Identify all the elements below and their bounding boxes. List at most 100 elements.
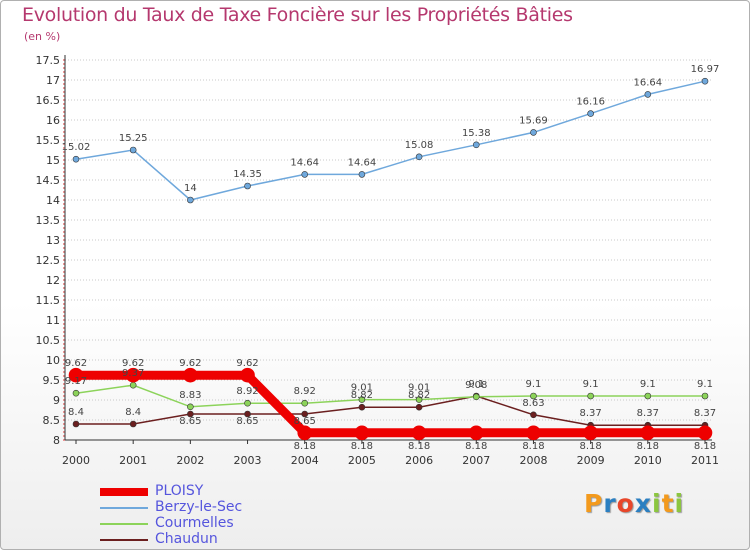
y-tick-label: 15 (46, 154, 60, 167)
y-tick-label: 11 (46, 314, 60, 327)
data-point (358, 403, 366, 411)
data-point (301, 410, 309, 418)
data-label: 9.37 (122, 368, 144, 379)
data-label: 15.25 (119, 133, 148, 144)
series-line-courmelles (75, 384, 705, 408)
data-label: 9.62 (65, 358, 87, 369)
data-point (68, 367, 84, 383)
data-point (640, 425, 656, 441)
data-point (354, 425, 370, 441)
gridlines (65, 59, 712, 441)
data-label: 9.1 (526, 379, 542, 390)
legend-label: Chaudun (155, 531, 218, 547)
data-label: 8.82 (351, 390, 373, 401)
data-point (244, 399, 251, 407)
data-label: 16.16 (576, 97, 605, 108)
data-label: 15.08 (405, 140, 434, 151)
data-label: 9.1 (468, 379, 484, 390)
y-tick-label: 17 (46, 74, 60, 87)
data-label: 9.01 (351, 383, 373, 394)
data-point (358, 171, 366, 178)
data-label: 9.17 (65, 376, 87, 387)
y-tick-label: 16 (46, 114, 60, 127)
data-label: 8.83 (179, 390, 201, 401)
series-line-berzy-le-sec (75, 80, 706, 201)
data-label: 8.18 (580, 441, 602, 452)
data-point (411, 425, 427, 441)
data-point (472, 393, 480, 401)
data-label: 9.08 (465, 380, 487, 391)
y-tick-label: 10.5 (36, 334, 61, 347)
x-tick-label: 2001 (119, 454, 147, 467)
data-point (644, 392, 652, 400)
data-point (701, 77, 709, 85)
data-label: 8.18 (694, 441, 716, 452)
data-label: 8.37 (580, 408, 602, 419)
data-point (644, 91, 652, 98)
data-point (583, 425, 598, 441)
logo-letter: i (652, 489, 662, 518)
y-tick-label: 10 (46, 354, 60, 367)
data-label: 8.18 (294, 441, 316, 452)
x-tick-label: 2002 (176, 454, 204, 467)
legend-label: Courmelles (155, 515, 234, 531)
data-point (72, 389, 80, 397)
data-point (187, 196, 194, 204)
data-label: 9.01 (408, 383, 430, 394)
x-tick-label: 2011 (691, 454, 719, 467)
data-point (526, 425, 541, 441)
data-label: 15.02 (62, 142, 91, 153)
data-label: 16.64 (633, 77, 662, 88)
data-point (587, 392, 594, 400)
logo-letter: o (616, 489, 635, 518)
y-tick-label: 8.5 (43, 414, 61, 427)
legend-label: PLOISY (155, 483, 204, 499)
data-label: 14.64 (348, 157, 377, 168)
line-chart: 8 8.5 9 9.5 10 10.5 11 11.5 12 12.5 13 13.5 14 14.5 15… (36, 54, 720, 467)
data-point (244, 410, 251, 418)
chart-title: Evolution du Taux de Taxe Foncière sur l… (22, 4, 573, 26)
x-tick-label: 2005 (348, 454, 376, 467)
data-label: 14.64 (290, 157, 319, 168)
data-point (301, 399, 309, 407)
legend-swatch (100, 507, 148, 509)
data-point (72, 420, 80, 428)
data-label: 8.4 (68, 407, 84, 418)
series-lines (68, 77, 713, 441)
data-point (297, 425, 313, 441)
y-tick-label: 9 (53, 394, 60, 407)
data-label: 8.18 (522, 441, 544, 452)
data-label: 8.65 (294, 416, 316, 427)
logo-letter: i (674, 489, 685, 518)
data-point (468, 425, 484, 441)
data-point (72, 155, 80, 163)
data-point (472, 141, 480, 149)
legend-swatch (100, 539, 148, 541)
data-point (530, 392, 537, 400)
axes: 8 8.5 9 9.5 10 10.5 11 11.5 12 12.5 13 13.5 14 14.5 15… (36, 54, 720, 467)
y-tick-label: 13 (46, 234, 60, 247)
legend-label: Berzy-le-Sec (155, 499, 243, 515)
y-tick-label: 14 (46, 194, 60, 207)
unit-label: (en %) (24, 30, 61, 43)
data-point (129, 381, 137, 389)
data-label: 15.38 (462, 128, 491, 139)
data-label: 8.65 (179, 416, 201, 427)
data-label: 8.37 (694, 408, 716, 419)
x-tick-label: 2000 (62, 454, 90, 467)
x-tick-label: 2004 (291, 454, 319, 467)
data-point (129, 420, 137, 428)
data-point (530, 129, 537, 136)
data-point (415, 396, 423, 403)
data-label: 8.18 (637, 441, 659, 452)
data-label: 9.62 (179, 358, 201, 369)
data-label: 8.4 (125, 407, 141, 418)
data-point (240, 367, 255, 383)
data-label: 8.18 (408, 441, 430, 452)
series-line-chaudun (76, 395, 705, 426)
data-point (187, 410, 194, 418)
data-label: 8.92 (294, 386, 316, 397)
data-label: 16.97 (691, 64, 720, 75)
x-tick-label: 2003 (234, 454, 262, 467)
y-tick-label: 15.5 (36, 134, 61, 147)
